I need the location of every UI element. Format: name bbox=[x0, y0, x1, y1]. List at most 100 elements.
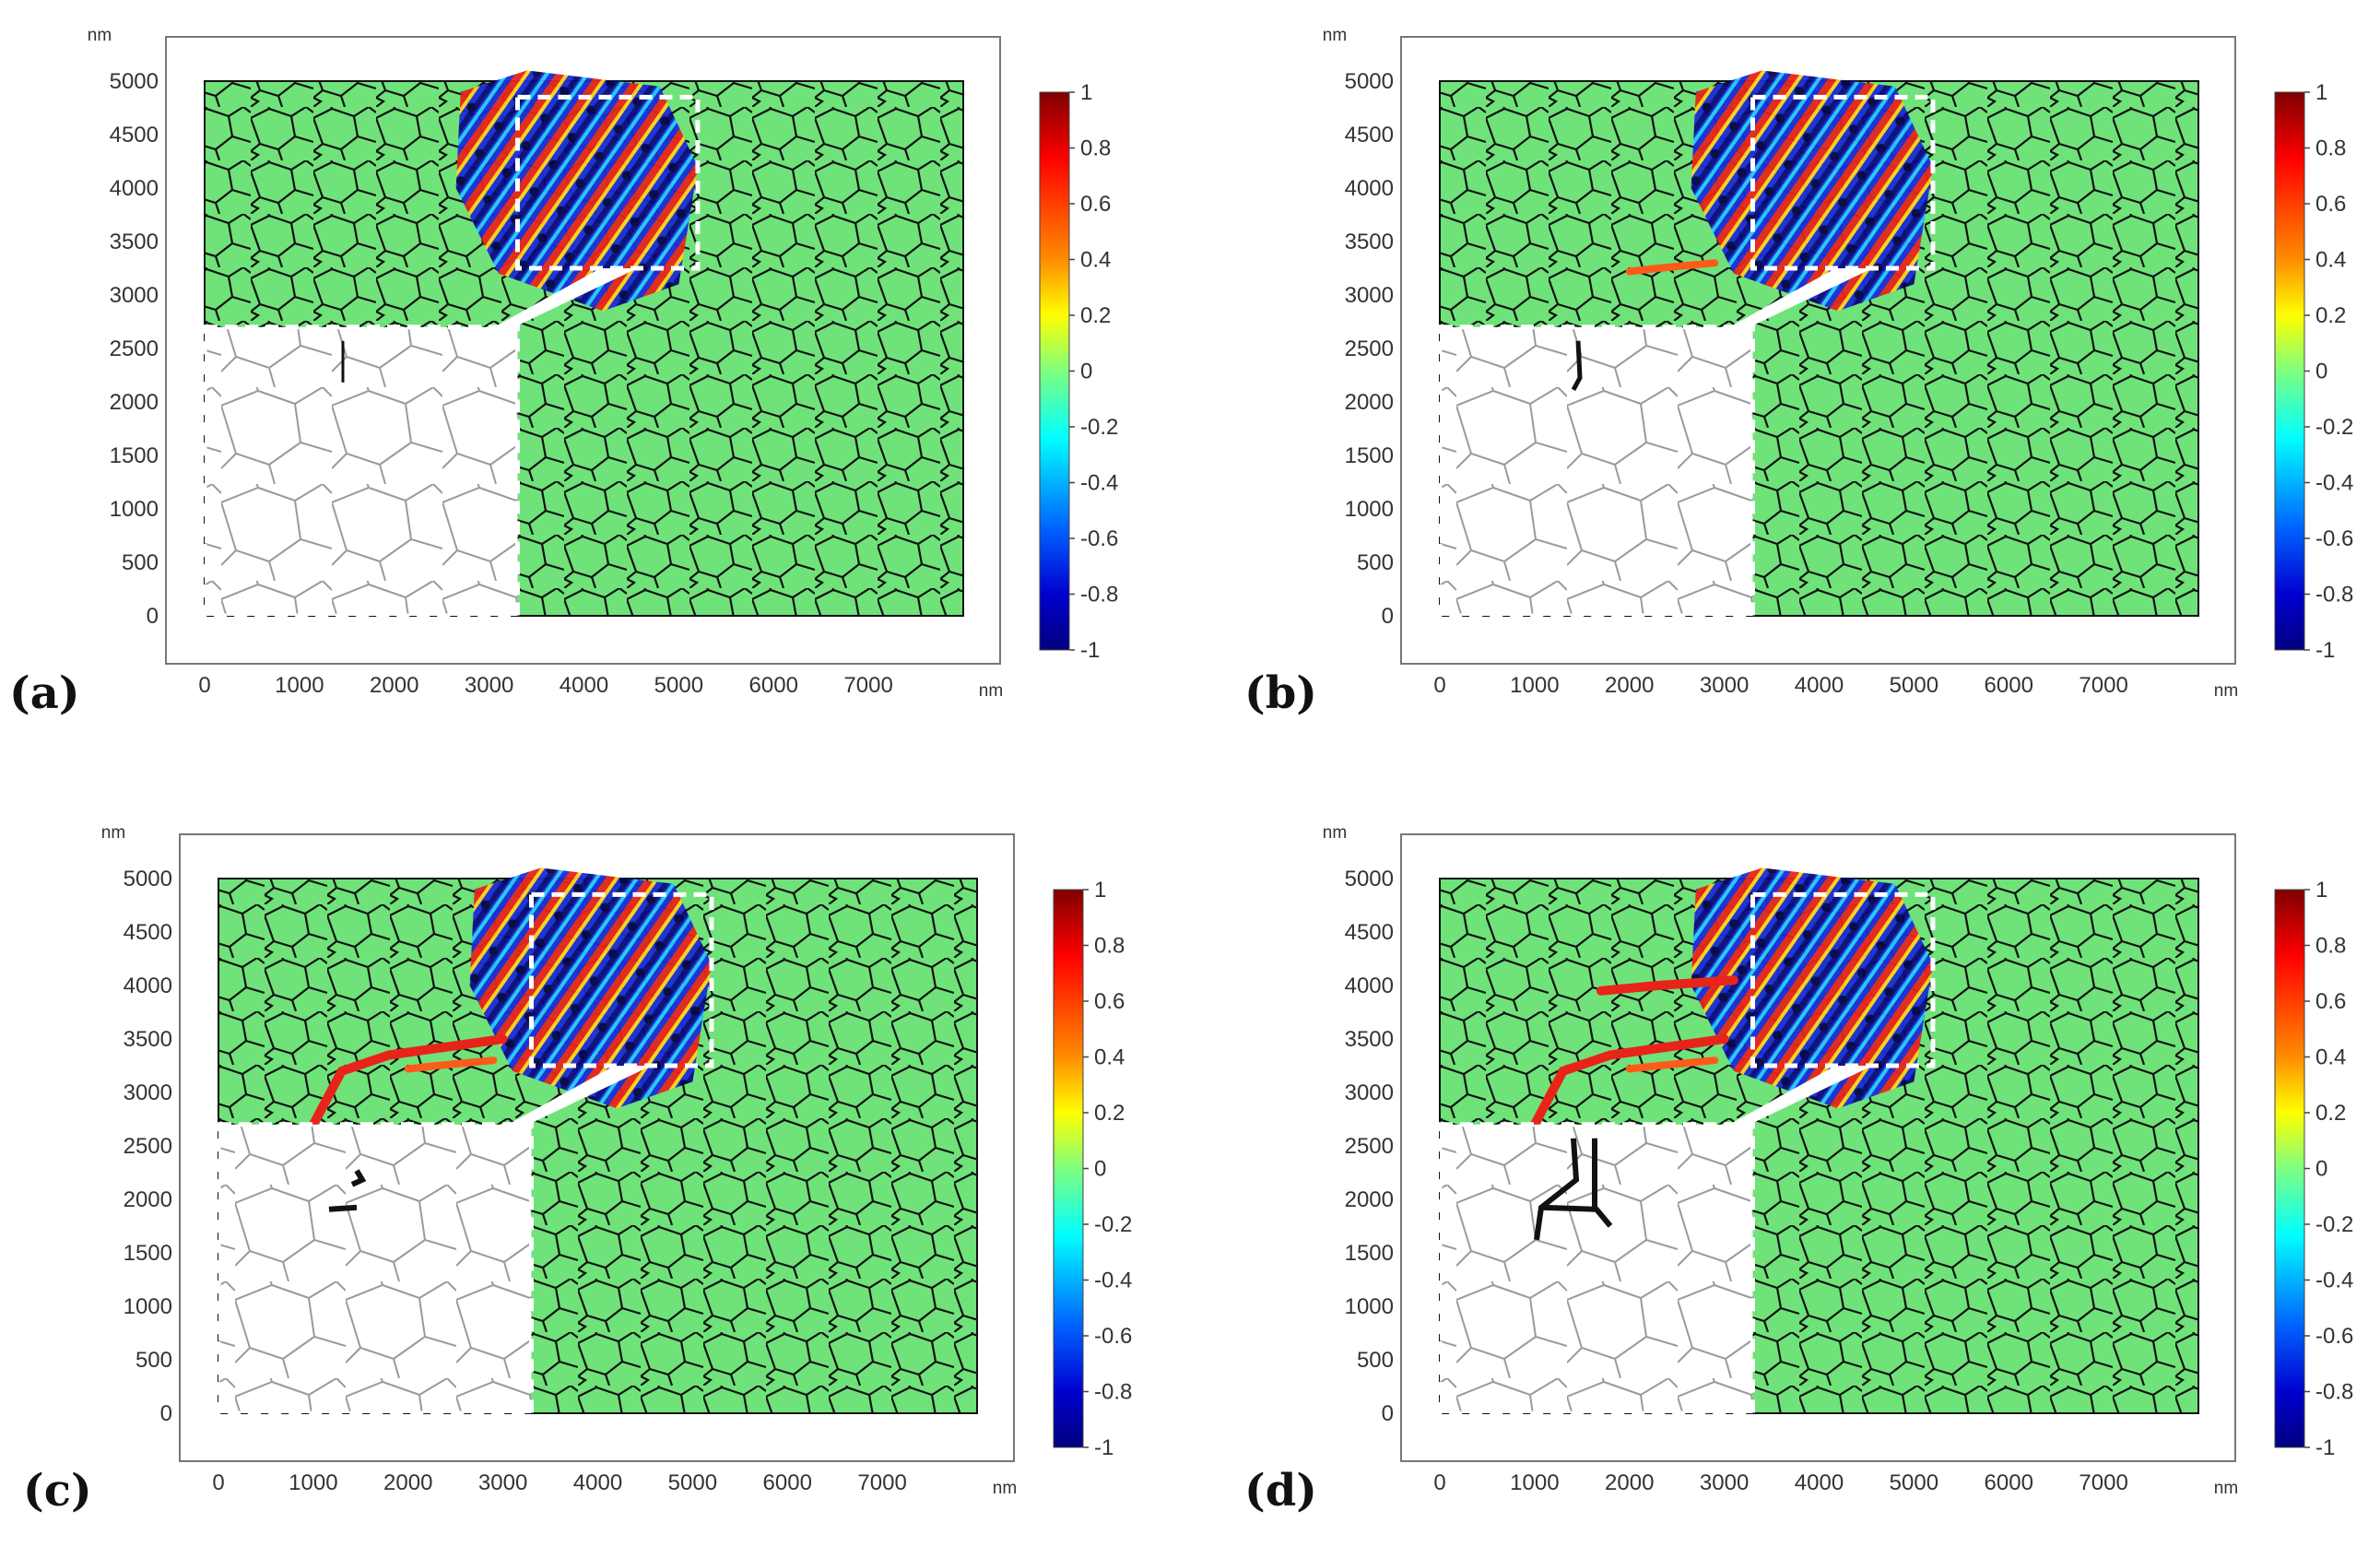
x-tick-label: 3000 bbox=[1700, 673, 1749, 698]
x-unit-label: nm bbox=[2214, 1479, 2238, 1498]
colorbar-tick-label: -0.4 bbox=[2315, 471, 2353, 496]
colorbar-tick-label: 0 bbox=[1094, 1157, 1106, 1182]
colorbar-tick-label: -0.4 bbox=[1080, 471, 1118, 496]
x-tick-label: 5000 bbox=[1890, 1470, 1938, 1495]
x-tick-label: 6000 bbox=[1985, 1470, 2033, 1495]
colorbar-tick-label: -0.8 bbox=[2315, 1380, 2353, 1405]
x-tick-label: 7000 bbox=[843, 673, 892, 698]
x-tick-label: 2000 bbox=[1605, 673, 1654, 698]
colorbar-tick-label: 1 bbox=[2315, 878, 2327, 903]
colorbar-tick-label: -1 bbox=[2315, 638, 2335, 663]
zoom-inset bbox=[202, 325, 520, 619]
inset-crack bbox=[350, 1169, 367, 1187]
colorbar bbox=[2274, 91, 2305, 651]
panel-label: (d) bbox=[1244, 1465, 1317, 1516]
y-tick-label: 2000 bbox=[1345, 390, 1394, 415]
y-tick-label: 1000 bbox=[110, 497, 159, 522]
x-tick-label: 7000 bbox=[857, 1470, 906, 1495]
y-tick-label: 5000 bbox=[124, 867, 172, 891]
colorbar-tick-label: 0.8 bbox=[1094, 934, 1125, 959]
colorbar-tick-label: 0.4 bbox=[2315, 1045, 2346, 1070]
x-tick-label: 3000 bbox=[478, 1470, 527, 1495]
axes-frame bbox=[1400, 833, 2236, 1462]
x-tick-label: 1000 bbox=[289, 1470, 337, 1495]
y-tick-label: 0 bbox=[1382, 1401, 1394, 1426]
crack-band bbox=[1596, 975, 1738, 996]
panel-label: (b) bbox=[1244, 667, 1317, 719]
inset-crack bbox=[328, 1204, 358, 1212]
crack-band bbox=[1529, 1034, 1729, 1129]
zoom-box bbox=[514, 94, 701, 271]
colorbar-tick-label: 0.2 bbox=[2315, 1101, 2346, 1126]
colorbar-tick-label: 0.2 bbox=[2315, 303, 2346, 328]
y-tick-label: 2500 bbox=[1345, 1134, 1394, 1159]
colorbar-tick-label: -0.2 bbox=[1094, 1212, 1132, 1237]
y-tick-label: 1500 bbox=[124, 1241, 172, 1266]
colorbar-tick-label: 0 bbox=[1080, 360, 1092, 384]
zoom-box bbox=[528, 891, 714, 1068]
zoom-connector bbox=[498, 1066, 652, 1130]
y-tick-label: 5000 bbox=[1345, 867, 1394, 891]
panel-d: 0 1000 2000 3000 4000 5000 6000 700050004500400… bbox=[1244, 823, 2353, 1516]
x-unit-label: nm bbox=[979, 681, 1003, 701]
colorbar-tick-label: 0.6 bbox=[1080, 192, 1111, 217]
y-tick-label: 4500 bbox=[110, 123, 159, 148]
colorbar-tick-label: -0.4 bbox=[2315, 1269, 2353, 1293]
panel-b: 0 1000 2000 3000 4000 5000 6000 700050004500400… bbox=[1244, 26, 2353, 719]
y-tick-label: 1000 bbox=[1345, 1294, 1394, 1319]
colorbar-tick-label: -0.8 bbox=[1080, 583, 1118, 608]
colorbar bbox=[2274, 889, 2305, 1448]
x-tick-label: 5000 bbox=[1890, 673, 1938, 698]
inset-crack bbox=[1534, 1138, 1613, 1241]
y-tick-label: 0 bbox=[147, 604, 159, 629]
panel-label: (c) bbox=[23, 1465, 92, 1516]
x-tick-label: 2000 bbox=[370, 673, 418, 698]
zoom-inset bbox=[1437, 325, 1755, 619]
colorbar-tick-label: -0.8 bbox=[2315, 583, 2353, 608]
colorbar-tick-label: 1 bbox=[2315, 80, 2327, 105]
x-unit-label: nm bbox=[2214, 681, 2238, 701]
y-tick-label: 2500 bbox=[1345, 336, 1394, 361]
y-tick-label: 0 bbox=[160, 1401, 172, 1426]
crack-band bbox=[1625, 1056, 1719, 1073]
x-tick-label: 2000 bbox=[383, 1470, 432, 1495]
y-unit-label: nm bbox=[1323, 823, 1347, 843]
panel-label: (a) bbox=[9, 667, 80, 719]
colorbar-tick-label: 0 bbox=[2315, 1157, 2327, 1182]
x-tick-label: 2000 bbox=[1605, 1470, 1654, 1495]
x-unit-label: nm bbox=[993, 1479, 1017, 1498]
x-tick-label: 4000 bbox=[1795, 673, 1844, 698]
x-tick-label: 3000 bbox=[1700, 1470, 1749, 1495]
colorbar-tick-label: 0.4 bbox=[2315, 248, 2346, 273]
panel-c: 0 1000 2000 3000 4000 5000 6000 700050004500400… bbox=[23, 823, 1132, 1516]
x-tick-label: 4000 bbox=[573, 1470, 622, 1495]
x-tick-label: 4000 bbox=[1795, 1470, 1844, 1495]
y-tick-label: 2000 bbox=[1345, 1187, 1394, 1212]
colorbar-tick-label: 1 bbox=[1080, 80, 1092, 105]
crack-band bbox=[404, 1056, 498, 1073]
x-tick-label: 6000 bbox=[763, 1470, 812, 1495]
y-tick-label: 3000 bbox=[1345, 1080, 1394, 1105]
x-tick-label: 1000 bbox=[1510, 673, 1559, 698]
colorbar-tick-label: 0.2 bbox=[1080, 303, 1111, 328]
y-unit-label: nm bbox=[101, 823, 125, 843]
inset-crack bbox=[1571, 340, 1583, 391]
y-tick-label: 1500 bbox=[110, 443, 159, 468]
x-tick-label: 7000 bbox=[2079, 1470, 2127, 1495]
x-tick-label: 6000 bbox=[749, 673, 798, 698]
y-tick-label: 500 bbox=[135, 1348, 172, 1373]
colorbar-tick-label: 0 bbox=[2315, 360, 2327, 384]
x-tick-label: 4000 bbox=[560, 673, 608, 698]
y-tick-label: 2500 bbox=[110, 336, 159, 361]
colorbar-tick-label: -0.6 bbox=[2315, 1324, 2353, 1349]
x-tick-label: 5000 bbox=[654, 673, 703, 698]
colorbar-tick-label: 0.6 bbox=[2315, 989, 2346, 1014]
colorbar-tick-label: -0.2 bbox=[1080, 415, 1118, 440]
x-tick-label: 7000 bbox=[2079, 673, 2127, 698]
x-tick-label: 0 bbox=[1433, 1470, 1445, 1495]
zoom-inset bbox=[216, 1122, 534, 1416]
x-tick-label: 0 bbox=[198, 673, 210, 698]
y-tick-label: 3500 bbox=[1345, 230, 1394, 254]
zoom-connector bbox=[1719, 1066, 1873, 1130]
